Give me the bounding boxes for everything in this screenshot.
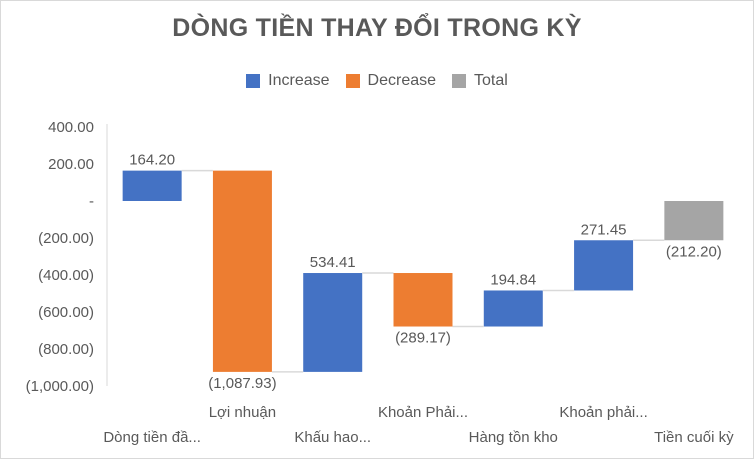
legend-label-increase: Increase bbox=[268, 72, 330, 89]
y-tick-label: (800.00) bbox=[38, 341, 94, 358]
bar-increase bbox=[122, 170, 182, 201]
legend-item-increase: Increase bbox=[246, 72, 330, 90]
legend-swatch-decrease bbox=[345, 74, 360, 88]
legend-item-decrease: Decrease bbox=[345, 72, 437, 90]
y-tick-label: (400.00) bbox=[38, 267, 94, 284]
bar-decrease bbox=[393, 273, 453, 327]
y-tick-label: 400.00 bbox=[48, 119, 94, 136]
x-category-label: Khoản Phải... bbox=[378, 404, 468, 421]
data-label: 164.20 bbox=[129, 152, 175, 169]
bar-increase bbox=[483, 290, 543, 327]
y-tick-label: (1,000.00) bbox=[26, 378, 94, 395]
legend-swatch-increase bbox=[246, 74, 261, 88]
data-label: (289.17) bbox=[395, 330, 451, 347]
data-label: 194.84 bbox=[490, 271, 536, 288]
data-label: (212.20) bbox=[666, 243, 722, 260]
x-category-label: Khoản phải... bbox=[559, 404, 647, 421]
x-category-label: Tiền cuối kỳ bbox=[654, 429, 734, 446]
data-label: 534.41 bbox=[310, 254, 356, 271]
x-category-label: Hàng tồn kho bbox=[469, 429, 558, 446]
data-label: 271.45 bbox=[581, 221, 627, 238]
legend-label-total: Total bbox=[474, 72, 508, 89]
legend-item-total: Total bbox=[452, 72, 508, 90]
bar-total bbox=[664, 201, 724, 241]
bar-decrease bbox=[212, 170, 272, 372]
x-category-label: Khấu hao... bbox=[294, 429, 371, 446]
chart-title: DÒNG TIỀN THAY ĐỔI TRONG KỲ bbox=[172, 14, 582, 42]
legend-label-decrease: Decrease bbox=[367, 72, 437, 89]
bar-increase bbox=[303, 273, 363, 372]
y-tick-label: (600.00) bbox=[38, 304, 94, 321]
data-label: (1,087.93) bbox=[208, 375, 276, 392]
legend-swatch-total bbox=[452, 74, 467, 88]
bar-increase bbox=[574, 240, 634, 291]
x-category-label: Lợi nhuận bbox=[209, 404, 276, 421]
y-tick-label: - bbox=[89, 193, 94, 210]
y-tick-label: 200.00 bbox=[48, 156, 94, 173]
y-tick-label: (200.00) bbox=[38, 230, 94, 247]
legend: Increase Decrease Total bbox=[0, 72, 754, 90]
x-category-label: Dòng tiền đầ... bbox=[103, 429, 201, 446]
